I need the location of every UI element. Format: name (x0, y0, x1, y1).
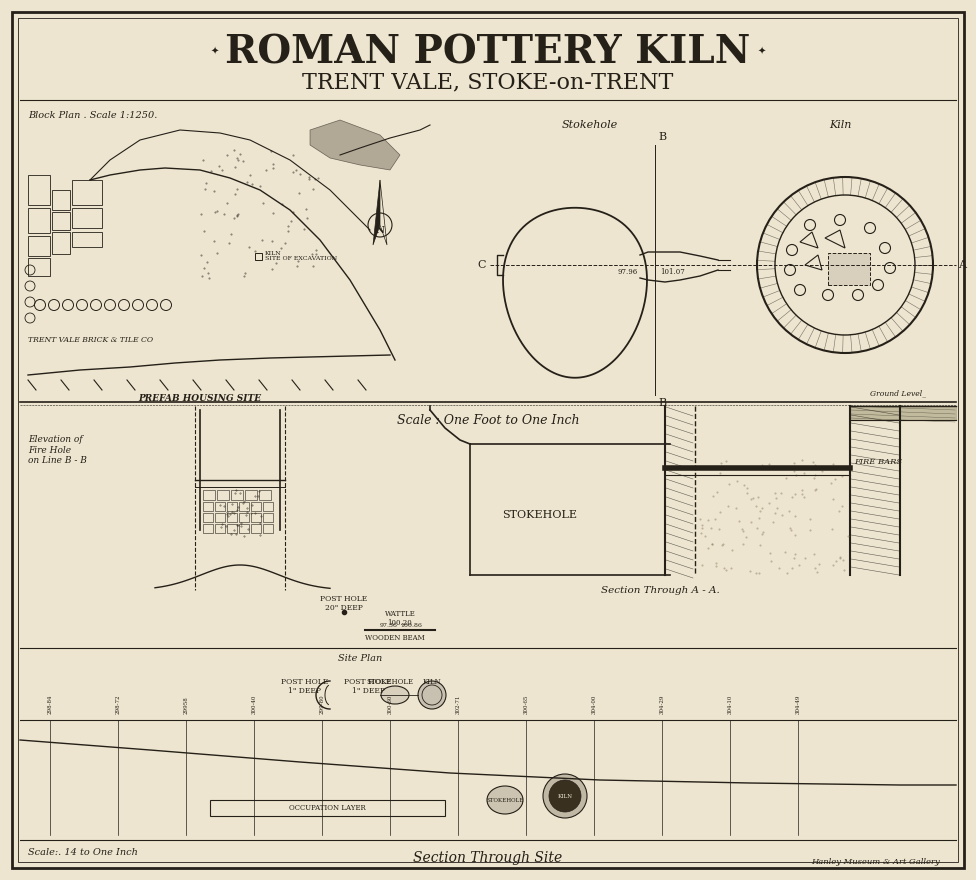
Text: Scale : One Foot to One Inch: Scale : One Foot to One Inch (397, 414, 579, 427)
Bar (263, 513, 273, 522)
Text: ✦: ✦ (758, 47, 766, 57)
Text: 101.07: 101.07 (660, 268, 685, 276)
Text: STOKEHOLE: STOKEHOLE (486, 797, 524, 803)
Bar (263, 524, 273, 533)
Bar (28, 258, 50, 276)
Text: STOKEHOLE: STOKEHOLE (503, 510, 578, 520)
Polygon shape (373, 180, 380, 245)
Bar (215, 524, 225, 533)
Ellipse shape (487, 786, 523, 814)
Bar (251, 524, 261, 533)
Bar (231, 490, 243, 500)
Circle shape (549, 780, 581, 812)
Text: 300-65: 300-65 (523, 694, 528, 714)
Bar (72, 208, 102, 228)
Text: 304-00: 304-00 (591, 694, 596, 714)
Bar (227, 513, 237, 522)
Bar (28, 236, 50, 256)
Text: C: C (477, 260, 486, 270)
Text: FIRE BARS: FIRE BARS (854, 458, 902, 466)
Text: Section Through A - A.: Section Through A - A. (600, 585, 719, 595)
Text: Elevation of
Fire Hole
on Line B - B: Elevation of Fire Hole on Line B - B (28, 435, 87, 465)
Bar (203, 490, 215, 500)
Text: 97.36: 97.36 (380, 622, 398, 627)
Text: 302-71: 302-71 (456, 694, 461, 714)
Polygon shape (380, 180, 387, 245)
Bar (203, 502, 213, 511)
Bar (227, 502, 237, 511)
Text: TRENT VALE, STOKE-on-TRENT: TRENT VALE, STOKE-on-TRENT (303, 71, 673, 93)
Bar (72, 232, 102, 247)
Bar (52, 232, 70, 254)
Text: 298-72: 298-72 (115, 694, 120, 714)
Text: Kiln: Kiln (829, 120, 851, 130)
Text: WOODEN BEAM: WOODEN BEAM (365, 634, 425, 642)
Text: KILN: KILN (557, 794, 573, 798)
Text: 29958: 29958 (183, 696, 188, 714)
Bar (251, 502, 261, 511)
Bar (259, 490, 271, 500)
Text: Scale:. 14 to One Inch: Scale:. 14 to One Inch (28, 847, 138, 856)
Text: 304-29: 304-29 (660, 694, 665, 714)
Text: WATTLE
100.20: WATTLE 100.20 (385, 610, 416, 627)
Bar (203, 524, 213, 533)
Text: PREFAB HOUSING SITE: PREFAB HOUSING SITE (139, 393, 262, 402)
Text: KILN: KILN (423, 678, 441, 686)
Text: 97.96: 97.96 (618, 268, 638, 276)
Text: POST HOLE
1" DEEP: POST HOLE 1" DEEP (281, 678, 329, 695)
Text: Ground Level_: Ground Level_ (870, 389, 926, 397)
Text: KILN
SITE OF EXCAVATION: KILN SITE OF EXCAVATION (265, 251, 337, 261)
Text: B: B (658, 132, 667, 142)
Bar (245, 490, 257, 500)
Text: N: N (376, 225, 385, 234)
Bar (28, 208, 50, 233)
Text: 304-49: 304-49 (795, 694, 800, 714)
Text: Stokehole: Stokehole (562, 120, 618, 130)
Bar (828, 253, 870, 285)
Text: Site Plan: Site Plan (338, 654, 383, 663)
Text: Section Through Site: Section Through Site (414, 851, 562, 865)
Text: POST HOLE
20" DEEP: POST HOLE 20" DEEP (320, 595, 368, 612)
Text: A: A (958, 260, 966, 270)
Bar (227, 524, 237, 533)
Bar (215, 513, 225, 522)
Text: 304-10: 304-10 (727, 694, 733, 714)
Bar (210, 800, 445, 816)
Text: Hanley Museum & Art Gallery: Hanley Museum & Art Gallery (811, 858, 940, 866)
Text: POST HOLE
1" DEEP: POST HOLE 1" DEEP (345, 678, 391, 695)
Bar (215, 502, 225, 511)
Text: OCCUPATION LAYER: OCCUPATION LAYER (289, 804, 365, 812)
Text: 298-84: 298-84 (48, 694, 53, 714)
Bar (239, 513, 249, 522)
Bar (52, 212, 70, 230)
Text: 300-60: 300-60 (387, 694, 392, 714)
Bar (28, 175, 50, 205)
Bar (251, 513, 261, 522)
Text: Block Plan . Scale 1:1250.: Block Plan . Scale 1:1250. (28, 111, 157, 120)
Bar (217, 490, 229, 500)
Bar (239, 502, 249, 511)
Bar (263, 502, 273, 511)
Text: 299-80: 299-80 (319, 694, 324, 714)
Bar (72, 180, 102, 205)
Text: STOKEHOLE: STOKEHOLE (367, 678, 414, 686)
Text: ROMAN POTTERY KILN: ROMAN POTTERY KILN (225, 33, 751, 71)
Circle shape (543, 774, 587, 818)
Ellipse shape (381, 686, 409, 704)
Text: ✦: ✦ (211, 47, 219, 57)
Bar (239, 524, 249, 533)
Bar (203, 513, 213, 522)
Text: 300-40: 300-40 (252, 694, 257, 714)
Bar (255, 253, 262, 260)
Circle shape (418, 681, 446, 709)
Bar (52, 190, 70, 210)
Text: TRENT VALE BRICK & TILE CO: TRENT VALE BRICK & TILE CO (28, 336, 153, 344)
Text: 100.86: 100.86 (400, 622, 422, 627)
Text: B: B (658, 398, 667, 408)
Polygon shape (310, 120, 400, 170)
